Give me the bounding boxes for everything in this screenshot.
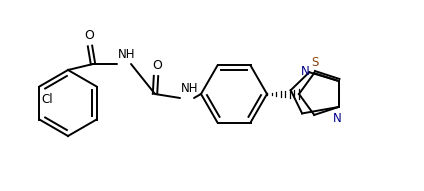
Text: NH: NH	[118, 48, 136, 61]
Text: NH: NH	[181, 82, 198, 95]
Text: Cl: Cl	[42, 92, 53, 105]
Text: O: O	[84, 29, 94, 42]
Text: O: O	[152, 59, 162, 72]
Text: N: N	[301, 65, 309, 78]
Text: S: S	[311, 56, 319, 69]
Text: N: N	[332, 112, 341, 125]
